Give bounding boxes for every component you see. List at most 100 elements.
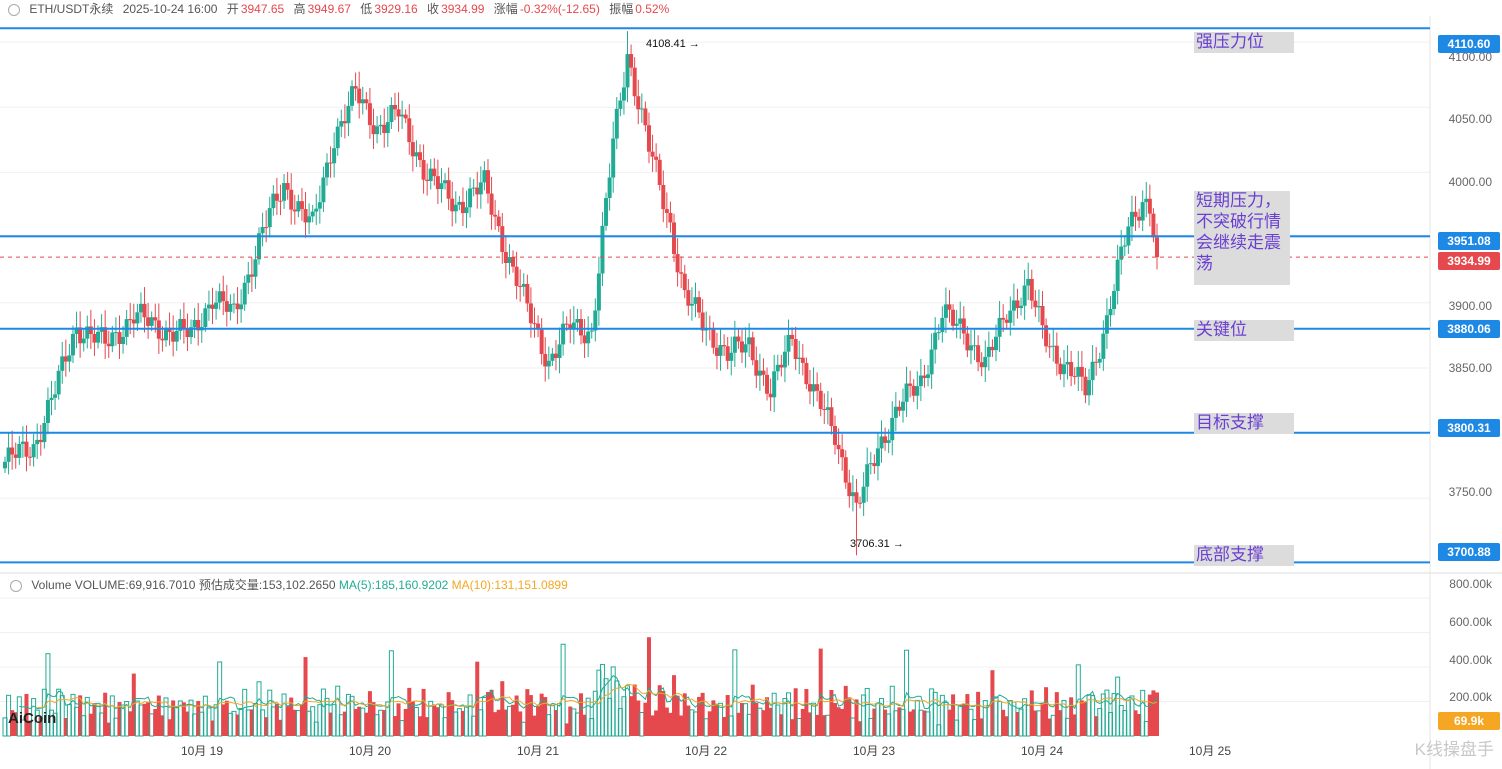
candle-body xyxy=(736,336,741,342)
candle-body xyxy=(797,357,802,359)
volume-bar xyxy=(249,709,254,736)
candle-body xyxy=(679,272,684,274)
volume-bar xyxy=(818,648,823,736)
volume-bar xyxy=(932,691,938,737)
candle-body xyxy=(1072,376,1077,378)
volume-bar xyxy=(131,673,136,736)
volume-collapse-icon[interactable] xyxy=(10,579,22,592)
collapse-icon[interactable] xyxy=(8,3,20,16)
volume-bar xyxy=(310,706,316,737)
volume-bar xyxy=(750,684,755,736)
candle-body xyxy=(53,394,58,398)
low-label: 低 xyxy=(360,2,373,16)
y-tick: 4050.00 xyxy=(1448,112,1492,126)
candle-body xyxy=(661,184,666,210)
candle-body xyxy=(893,406,898,418)
candle-body xyxy=(192,319,197,328)
candle-body xyxy=(70,333,75,356)
candle-body xyxy=(722,345,727,347)
candle-body xyxy=(228,303,233,312)
volume-bar xyxy=(413,707,419,737)
candle-body xyxy=(121,336,126,344)
candle-body xyxy=(178,318,183,331)
volume-bar xyxy=(1155,692,1159,736)
candle-body xyxy=(532,323,537,325)
volume-bar xyxy=(790,719,795,736)
candle-body xyxy=(664,209,669,213)
candle-body xyxy=(675,254,680,273)
candle-body xyxy=(729,352,734,361)
vol-tick: 800.00k xyxy=(1449,577,1492,591)
volume-bar xyxy=(396,703,401,736)
volume-bar xyxy=(407,687,412,736)
candle-body xyxy=(632,67,637,97)
volume-bar xyxy=(235,714,240,736)
volume-bar xyxy=(686,705,691,736)
candle-body xyxy=(20,441,25,444)
candle-body xyxy=(1155,237,1159,258)
candle-body xyxy=(979,362,984,368)
candle-body xyxy=(850,492,855,497)
candle-body xyxy=(611,138,616,178)
candle-body xyxy=(60,356,65,371)
candle-body xyxy=(668,212,673,223)
candle-body xyxy=(743,344,748,353)
candle-body xyxy=(92,333,97,343)
volume-bar xyxy=(754,702,759,736)
candle-body xyxy=(235,303,240,310)
candle-body xyxy=(607,177,612,199)
volume-bar xyxy=(700,692,705,736)
x-tick: 10月 21 xyxy=(517,744,560,758)
volume-bar xyxy=(800,708,805,736)
candle-body xyxy=(332,148,337,164)
candle-body xyxy=(239,304,244,310)
candle-body xyxy=(883,436,888,443)
volume-bar xyxy=(518,711,523,736)
candle-body xyxy=(385,122,390,134)
volume-bar xyxy=(1079,700,1084,736)
volume-bar xyxy=(847,697,852,736)
candle-body xyxy=(210,304,215,309)
volume-bar xyxy=(536,706,541,736)
candle-body xyxy=(940,317,945,333)
candle-body xyxy=(396,109,401,117)
volume-bar xyxy=(425,717,430,736)
candle-body xyxy=(807,384,812,392)
candle-body xyxy=(918,375,923,387)
volume-bar xyxy=(732,649,738,737)
volume-bar xyxy=(10,710,15,736)
candle-body xyxy=(439,183,444,190)
candle-body xyxy=(364,99,369,104)
candle-body xyxy=(1104,315,1109,334)
candle-body xyxy=(650,151,655,157)
candle-body xyxy=(947,304,952,310)
candle-body xyxy=(6,447,11,462)
datetime: 2025-10-24 16:00 xyxy=(122,2,218,16)
candle-body xyxy=(1004,319,1009,323)
volume-bar xyxy=(1036,710,1042,737)
candle-body xyxy=(282,183,287,201)
volume-bar xyxy=(947,709,952,736)
volume-bar xyxy=(579,693,583,736)
candle-body xyxy=(1019,305,1024,309)
candle-body xyxy=(636,96,641,110)
volume-bar xyxy=(864,687,870,737)
candle-body xyxy=(403,114,408,119)
volume-bar xyxy=(543,697,548,736)
candle-body xyxy=(418,152,423,161)
volume-bar xyxy=(582,714,587,736)
candle-body xyxy=(1147,198,1152,214)
candle-body xyxy=(983,356,988,368)
candle-body xyxy=(1026,278,1031,286)
volume-bar xyxy=(714,703,719,736)
volume-bar xyxy=(382,710,387,736)
candle-body xyxy=(63,356,68,362)
volume-bar xyxy=(38,717,43,736)
low-marker-label: 3706.31 → xyxy=(850,538,904,550)
candle-body xyxy=(421,160,426,180)
candle-body xyxy=(643,108,648,126)
candle-body xyxy=(629,54,634,68)
candle-body xyxy=(1058,363,1063,375)
target-support-label: 目标支撑 xyxy=(1194,413,1294,434)
